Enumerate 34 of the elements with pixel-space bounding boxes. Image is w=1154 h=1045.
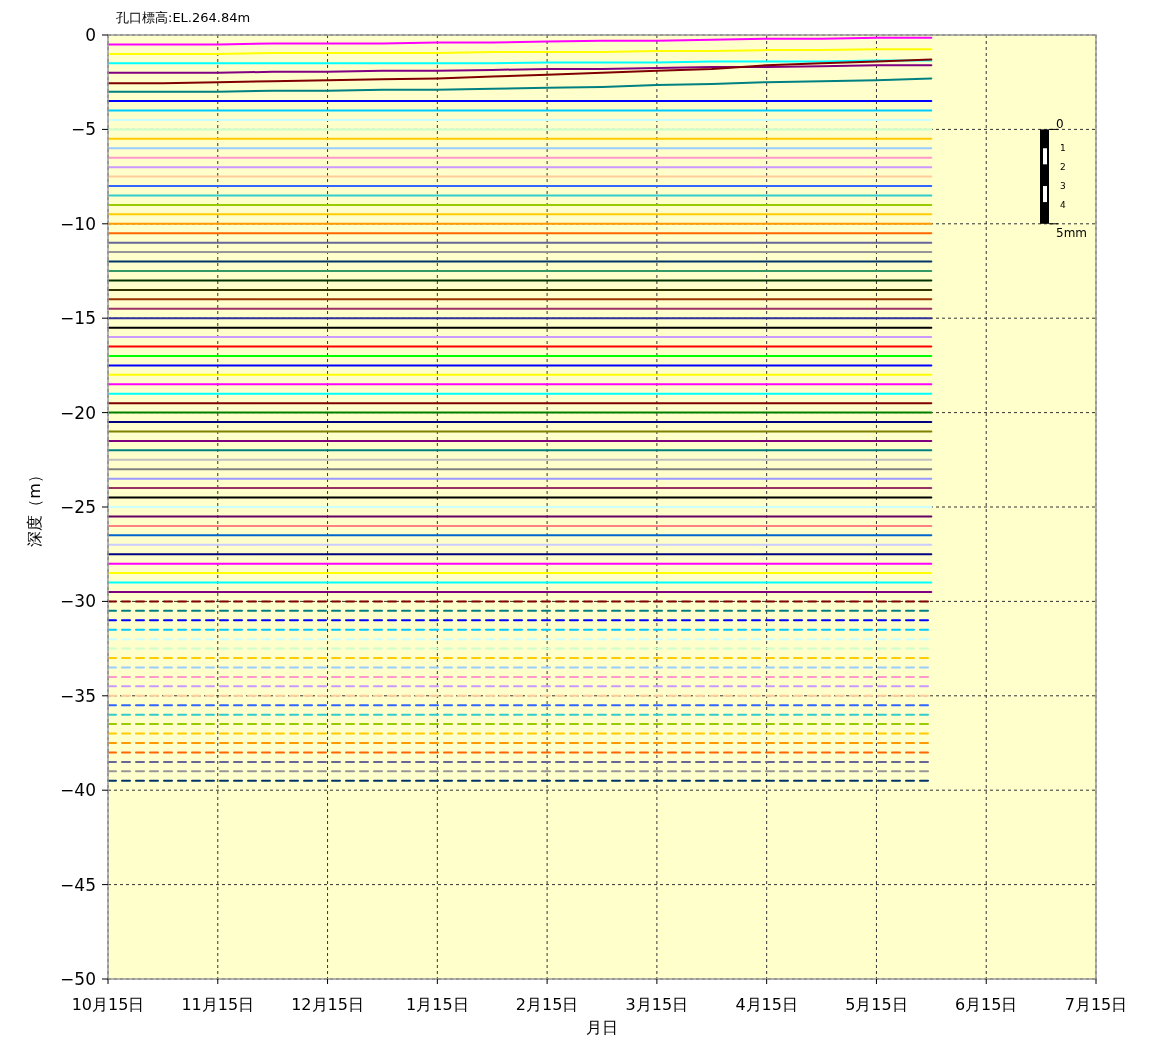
y-tick-label: −5 xyxy=(70,119,96,140)
line-series xyxy=(107,36,933,46)
x-tick-label: 12月15日 xyxy=(291,995,364,1014)
y-tick-label: −10 xyxy=(60,213,96,234)
x-tick-label: 2月15日 xyxy=(515,995,579,1014)
x-axis-title: 月日 xyxy=(586,1018,618,1037)
y-tick-label: −40 xyxy=(60,780,96,801)
x-tick-label: 3月15日 xyxy=(625,995,689,1014)
x-tick-label: 5月15日 xyxy=(845,995,908,1014)
y-tick-label: −45 xyxy=(60,874,96,895)
y-tick-label: −30 xyxy=(60,591,96,612)
x-tick-label: 1月15日 xyxy=(406,995,469,1014)
text: 孔口標高:EL.264.84m xyxy=(116,10,251,25)
x-tick-label: 10月15日 xyxy=(71,995,145,1014)
y-tick-label: −25 xyxy=(60,497,96,517)
line-series xyxy=(107,58,933,85)
annotation: 2 xyxy=(1060,162,1066,173)
y-tick-label: −15 xyxy=(60,308,96,329)
annotation: 5mm xyxy=(1056,225,1088,240)
x-tick-label: 7月15日 xyxy=(1064,995,1128,1014)
y-tick-label: 0 xyxy=(85,25,96,45)
y-tick-label: −50 xyxy=(60,969,96,989)
x-tick-label: 4月15日 xyxy=(735,995,798,1014)
y-tick-label: −35 xyxy=(60,685,96,706)
annotation: 1 xyxy=(1060,143,1066,154)
line-series xyxy=(107,64,933,74)
annotation: 0 xyxy=(1056,117,1064,132)
annotation: 3 xyxy=(1060,181,1066,192)
line-series xyxy=(107,77,933,93)
annotation: 4 xyxy=(1060,199,1066,210)
y-tick-label: −20 xyxy=(60,402,96,423)
x-tick-label: 6月15日 xyxy=(954,995,1018,1014)
y-axis-title: 深度（m） xyxy=(25,467,44,547)
x-tick-label: 11月15日 xyxy=(181,995,255,1014)
